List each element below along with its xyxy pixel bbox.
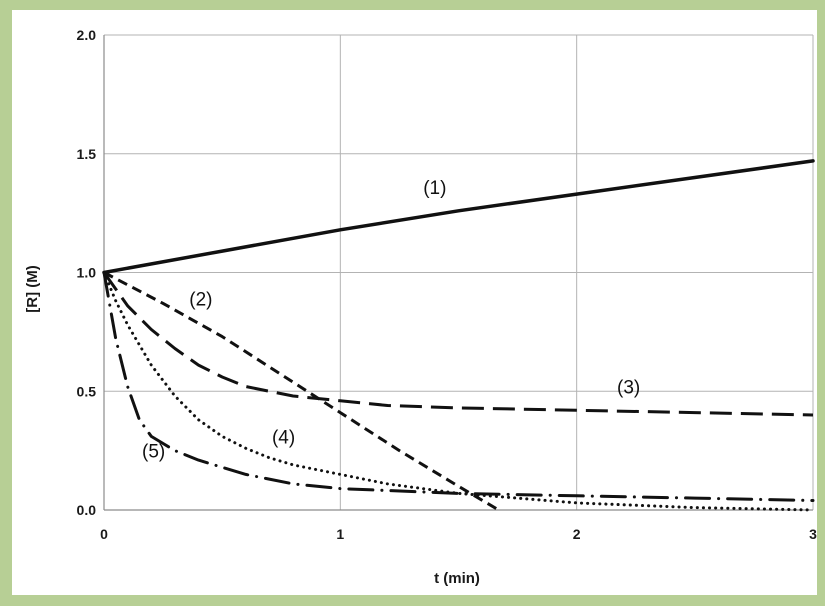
y-tick-label: 1.0 <box>77 265 97 281</box>
series-line-4 <box>102 271 815 512</box>
y-tick-label: 0.5 <box>77 383 97 399</box>
series-line-1 <box>102 159 815 275</box>
curve-label-5: (5) <box>142 442 165 463</box>
y-tick-label: 1.5 <box>77 146 97 162</box>
y-tick-label: 2.0 <box>77 27 97 43</box>
series-line-3 <box>102 271 814 417</box>
x-tick-labels: 0 1 2 3 <box>100 526 817 542</box>
curve-labels: (1) (2) (3) (4) (5) <box>142 178 640 463</box>
x-axis-title: t (min) <box>434 570 480 587</box>
series-line-5 <box>102 271 815 502</box>
curve-label-1: (1) <box>423 178 446 199</box>
series-line-2 <box>103 271 500 512</box>
x-tick-label: 0 <box>100 526 108 542</box>
curve-label-4: (4) <box>272 427 295 448</box>
y-tick-labels: 0.0 0.5 1.0 1.5 2.0 <box>77 27 97 518</box>
x-tick-label: 2 <box>573 526 581 542</box>
x-tick-label: 3 <box>809 526 817 542</box>
curve-label-2: (2) <box>189 290 212 311</box>
y-tick-label: 0.0 <box>77 502 97 518</box>
y-axis-title: [R] (M) <box>24 265 41 312</box>
chart-panel <box>12 10 817 595</box>
x-tick-label: 1 <box>336 526 344 542</box>
curve-label-3: (3) <box>617 378 640 399</box>
series-lines <box>102 159 815 512</box>
gridlines <box>104 34 814 510</box>
